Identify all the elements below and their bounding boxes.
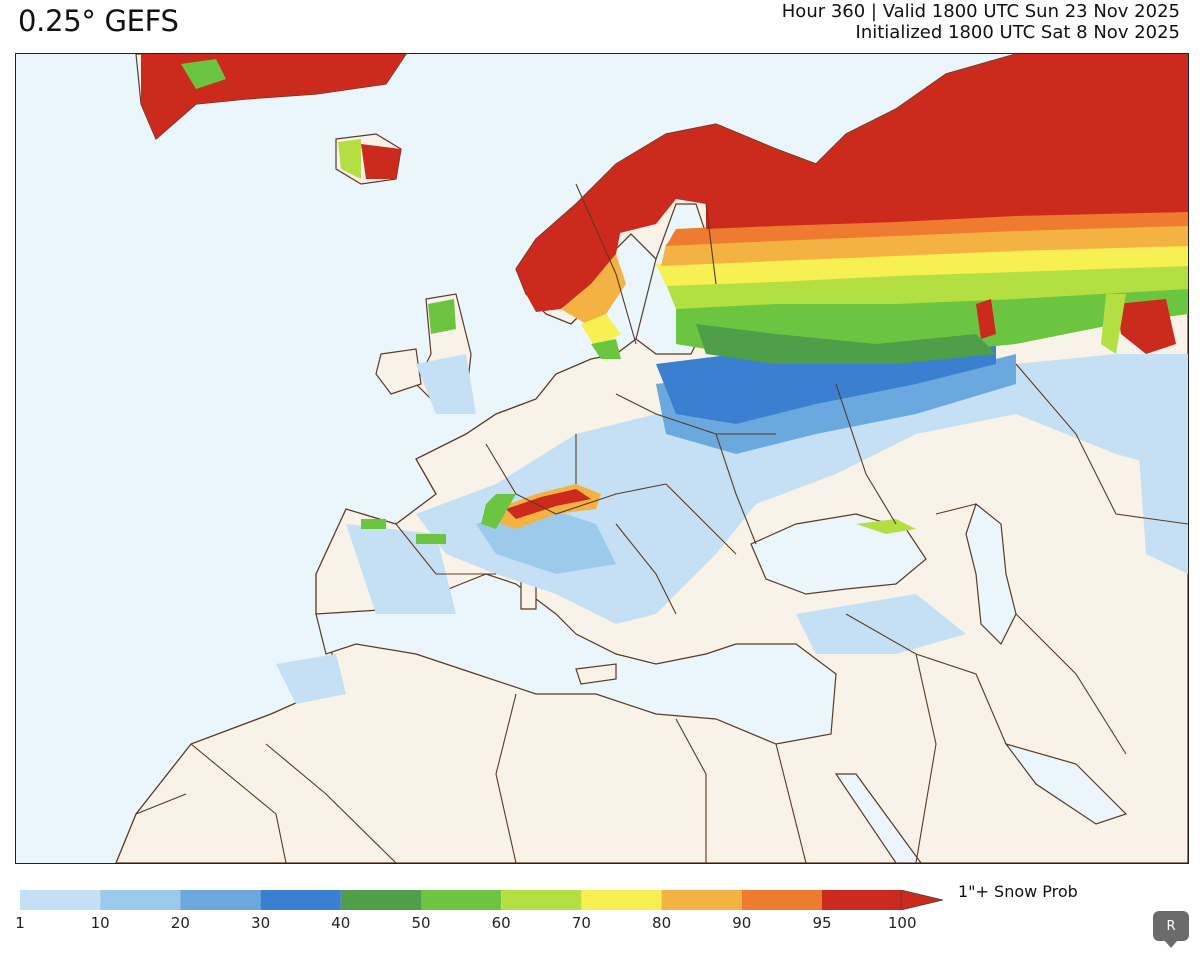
colorbar-bin <box>421 890 502 910</box>
colorbar-tick-label: 60 <box>491 914 511 932</box>
r-button[interactable]: R <box>1153 911 1189 948</box>
ireland <box>375 348 422 395</box>
snow-shading <box>141 54 1188 704</box>
colorbar-tick-label: 70 <box>571 914 591 932</box>
colorbar-tick-label: 90 <box>732 914 752 932</box>
colorbar-bin <box>340 890 421 910</box>
colorbar-bin <box>501 890 582 910</box>
colorbar-bins <box>20 890 903 910</box>
colorbar-bin <box>581 890 662 910</box>
colorbar-bin <box>20 890 101 910</box>
colorbar-bin <box>822 890 903 910</box>
colorbar-bin <box>260 890 341 910</box>
model-title: 0.25° GEFS <box>18 4 179 38</box>
colorbar-bin <box>661 890 742 910</box>
map-canvas <box>16 54 1188 863</box>
valid-time: Hour 360 | Valid 1800 UTC Sun 23 Nov 202… <box>781 1 1180 22</box>
colorbar-bin <box>180 890 261 910</box>
colorbar-tick-label: 80 <box>652 914 672 932</box>
colorbar-tick-label: 40 <box>331 914 351 932</box>
colorbar-tick-label: 10 <box>90 914 110 932</box>
colorbar-label: 1"+ Snow Prob <box>958 882 1078 901</box>
colorbar-tick-label: 95 <box>812 914 832 932</box>
borders <box>135 183 1188 863</box>
colorbar-arrow <box>900 890 944 910</box>
run-info: Hour 360 | Valid 1800 UTC Sun 23 Nov 202… <box>782 1 1180 43</box>
colorbar-bin <box>741 890 822 910</box>
colorbar-bin <box>100 890 181 910</box>
colorbar-tick-label: 20 <box>170 914 190 932</box>
colorbar-tick-label: 100 <box>887 914 917 932</box>
colorbar-tick-label: 50 <box>411 914 431 932</box>
sicily <box>575 663 617 685</box>
colorbar-tick-label: 1 <box>15 914 25 932</box>
init-time: Initialized 1800 UTC Sat 8 Nov 2025 <box>855 22 1180 43</box>
snow-probability-map <box>15 53 1189 864</box>
colorbar <box>20 890 944 910</box>
colorbar-tick-label: 30 <box>251 914 271 932</box>
